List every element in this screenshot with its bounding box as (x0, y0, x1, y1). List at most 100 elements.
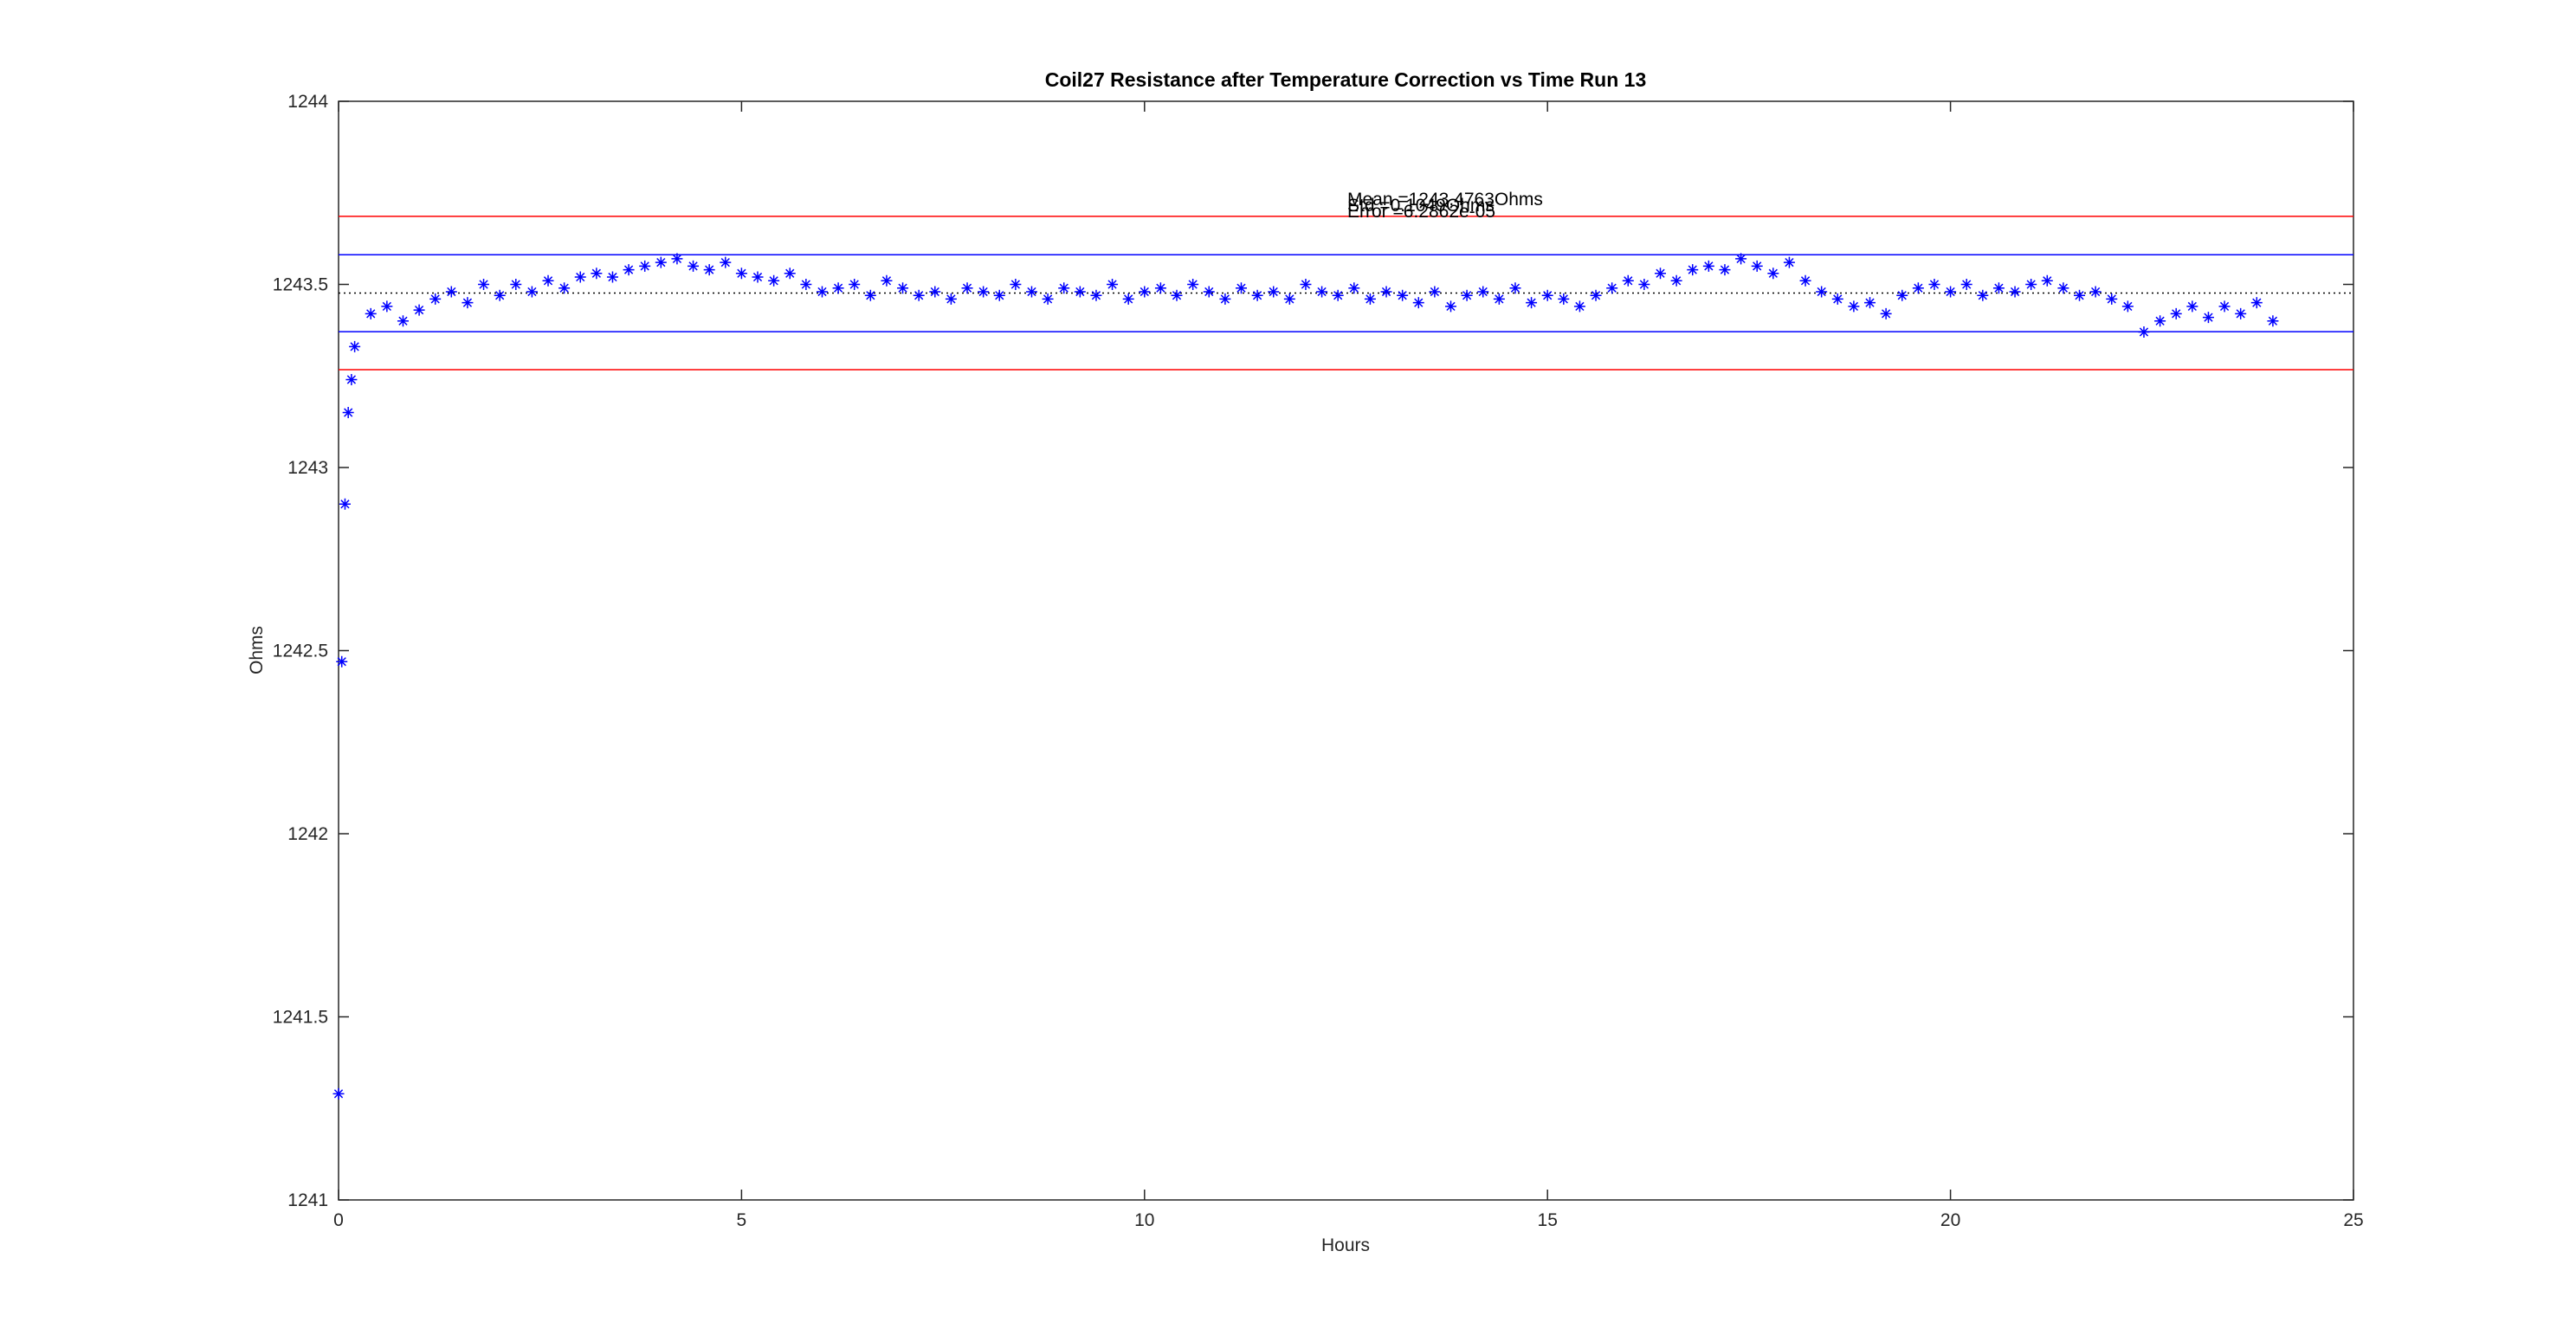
data-point (1638, 279, 1650, 290)
data-point (336, 655, 348, 668)
data-point (1509, 282, 1521, 294)
x-tick-label: 0 (333, 1210, 344, 1230)
data-point (1945, 286, 1957, 298)
data-point (2170, 307, 2182, 319)
x-tick-label: 25 (2343, 1210, 2363, 1230)
data-point (1171, 289, 1183, 301)
x-tick-label: 20 (1940, 1210, 1960, 1230)
data-point (1364, 293, 1376, 305)
data-point (1896, 289, 1908, 301)
data-point (1025, 286, 1037, 298)
data-point (1187, 279, 1199, 290)
data-point (1590, 289, 1602, 301)
data-point (342, 407, 354, 419)
annotation: Error =6.2862e-05 (1347, 202, 1495, 222)
x-axis-label: Hours (1321, 1235, 1370, 1255)
data-point (1912, 282, 1924, 294)
data-point (2106, 293, 2118, 305)
data-point (494, 289, 506, 301)
data-point (864, 289, 876, 301)
y-tick-label: 1243 (287, 458, 328, 478)
data-point (720, 256, 732, 268)
data-point (397, 315, 409, 327)
data-point (1412, 297, 1424, 309)
data-point (332, 1087, 345, 1100)
data-point (945, 293, 957, 305)
data-point (462, 297, 474, 309)
y-tick-label: 1242 (287, 824, 328, 844)
data-point (1558, 293, 1570, 305)
data-point (1977, 289, 1989, 301)
data-point (365, 307, 377, 319)
data-point (345, 373, 358, 385)
data-point (1573, 300, 1585, 313)
data-point (1670, 274, 1682, 287)
data-point (1622, 274, 1634, 287)
y-tick-label: 1241 (287, 1190, 328, 1210)
data-point (2009, 286, 2021, 298)
data-point (1316, 286, 1328, 298)
data-point (1799, 274, 1811, 287)
data-point (1816, 286, 1828, 298)
data-point (1042, 293, 1054, 305)
data-point (2250, 297, 2263, 309)
data-point (1332, 289, 1344, 301)
data-point (832, 282, 844, 294)
data-point (961, 282, 973, 294)
data-point (591, 268, 603, 280)
data-point (913, 289, 925, 301)
data-point (1348, 282, 1360, 294)
data-point (1702, 260, 1714, 272)
data-point (1251, 289, 1263, 301)
x-tick-label: 5 (737, 1210, 747, 1230)
data-point (1074, 286, 1086, 298)
data-point (1719, 264, 1731, 276)
data-point (1960, 279, 1972, 290)
data-point (655, 256, 667, 268)
data-point (2186, 300, 2198, 313)
data-point (623, 264, 635, 276)
data-point (2154, 315, 2166, 327)
data-point (1526, 297, 1538, 309)
data-point (1010, 279, 1022, 290)
data-point (1300, 279, 1312, 290)
data-point (688, 260, 700, 272)
data-point (993, 289, 1005, 301)
data-point (1268, 286, 1280, 298)
data-point (800, 279, 812, 290)
data-point (1735, 253, 1747, 265)
y-tick-label: 1244 (287, 92, 328, 112)
data-point (784, 268, 796, 280)
data-point (1107, 279, 1119, 290)
y-tick-label: 1242.5 (273, 642, 328, 661)
data-point (1461, 289, 1473, 301)
data-point (606, 271, 618, 283)
data-point (2138, 326, 2150, 338)
data-point (429, 293, 442, 305)
data-point (339, 498, 351, 510)
data-point (1687, 264, 1699, 276)
data-point (542, 274, 554, 287)
data-point (1606, 282, 1618, 294)
data-point (2267, 315, 2279, 327)
data-point (1831, 293, 1843, 305)
data-point (2025, 279, 2037, 290)
data-point (413, 304, 425, 316)
data-point (1655, 268, 1667, 280)
data-point (1783, 256, 1795, 268)
x-tick-label: 15 (1538, 1210, 1558, 1230)
data-point (1219, 293, 1231, 305)
data-point (2074, 289, 2086, 301)
data-point (1154, 282, 1166, 294)
data-point (1397, 289, 1409, 301)
data-point (1767, 268, 1779, 280)
data-point (1139, 286, 1151, 298)
data-point (478, 279, 490, 290)
data-point (1880, 307, 1892, 319)
data-point (1928, 279, 1940, 290)
data-point (2218, 300, 2231, 313)
data-point (1429, 286, 1441, 298)
data-point (2121, 300, 2134, 313)
data-point (1751, 260, 1763, 272)
